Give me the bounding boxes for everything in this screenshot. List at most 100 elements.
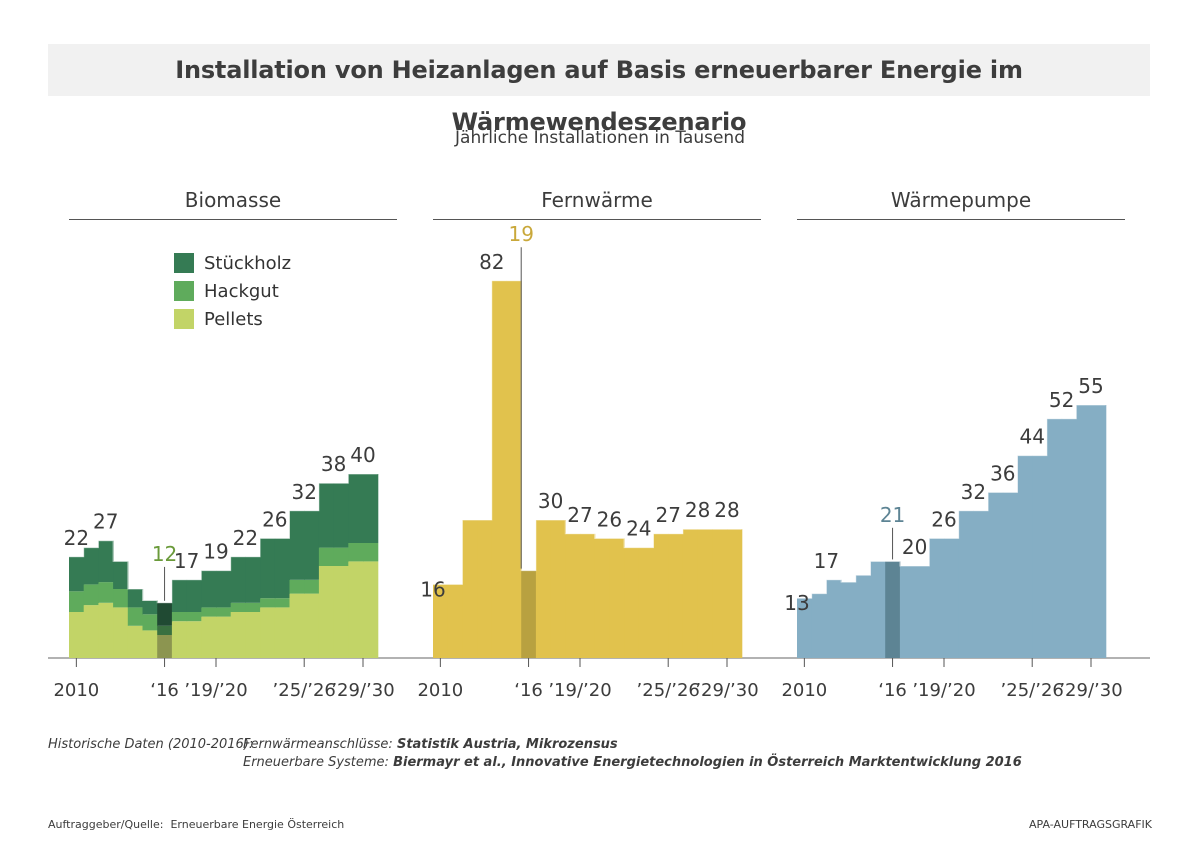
bar-waermepumpe-2017 (899, 566, 916, 658)
bar-fernwaerme-2014 (491, 280, 508, 658)
data-label-waermepumpe-8: 52 (1049, 388, 1074, 412)
legend-swatch-hackgut (174, 281, 194, 301)
tick-label-biomasse-3: ’25/’26 (273, 680, 336, 701)
bar-fernwaerme-2021 (594, 538, 610, 658)
panel-title-fernwaerme: Fernwärme (541, 188, 653, 212)
bar-biomasse-stckholz-2019 (201, 570, 217, 608)
data-label-fernwaerme-8: 28 (685, 498, 710, 522)
footnote-line2-prefix: Erneuerbare Systeme: (243, 755, 389, 770)
data-label-biomasse-4: 19 (203, 540, 228, 564)
tick-label-waermepumpe-3: ’25/’26 (1001, 680, 1064, 701)
bar-biomasse-pellets-2021 (230, 612, 246, 658)
legend-label-pellets: Pellets (204, 308, 263, 330)
footer-source-value: Erneuerbare Energie Österreich (170, 818, 345, 831)
tick-label-waermepumpe-0: 2010 (781, 680, 827, 701)
bar-biomasse-hackgut-2023 (260, 598, 276, 608)
bar-biomasse-pellets-2016 (157, 635, 173, 658)
bar-biomasse-pellets-2017 (171, 621, 188, 658)
bar-biomasse-stckholz-2011 (83, 547, 99, 585)
tick-label-fernwaerme-3: ’25/’26 (637, 680, 700, 701)
bar-fernwaerme-2029 (712, 529, 728, 658)
bar-biomasse-pellets-2030 (363, 561, 379, 658)
bar-waermepumpe-2023 (988, 492, 1004, 658)
footnote-line1-source: Statistik Austria, Mikrozensus (396, 737, 618, 752)
bar-fernwaerme-2018 (550, 520, 566, 658)
footnote-line2: Erneuerbare Systeme: Biermayr et al., In… (243, 755, 1022, 770)
bar-biomasse-stckholz-2012 (98, 540, 114, 583)
data-label-fernwaerme-0: 16 (420, 577, 445, 601)
bar-waermepumpe-2022 (973, 510, 989, 658)
bar-biomasse-hackgut-2025 (289, 579, 305, 594)
tick-label-biomasse-0: 2010 (53, 680, 99, 701)
bar-waermepumpe-2025 (1017, 455, 1033, 658)
chart-title: Installation von Heizanlagen auf Basis e… (175, 56, 1023, 136)
data-label-fernwaerme-9: 28 (714, 498, 739, 522)
bar-biomasse-stckholz-2014 (127, 589, 144, 608)
data-label-waermepumpe-2: 21 (880, 503, 905, 527)
step-outline-biomasse (69, 473, 378, 604)
bar-biomasse-stckholz-2013 (113, 561, 129, 589)
legend: Stückholz Hackgut Pellets (174, 249, 291, 333)
footer-source-label: Auftraggeber/Quelle: (48, 818, 164, 831)
bar-biomasse-stckholz-2026 (304, 510, 320, 580)
data-label-waermepumpe-7: 44 (1019, 425, 1044, 449)
legend-item-pellets: Pellets (174, 305, 291, 333)
bar-biomasse-hackgut-2018 (186, 612, 202, 622)
chart-subtitle: Jährliche Installationen in Tausend (455, 128, 745, 148)
bar-biomasse-pellets-2018 (186, 621, 202, 658)
data-label-waermepumpe-0: 13 (784, 591, 809, 615)
data-label-waermepumpe-6: 36 (990, 461, 1015, 485)
step-outline-waermepumpe (797, 404, 1106, 599)
data-label-waermepumpe-1: 17 (814, 549, 839, 573)
data-label-fernwaerme-3: 30 (538, 489, 563, 513)
legend-label-hackgut: Hackgut (204, 280, 279, 302)
bar-biomasse-stckholz-2029 (348, 474, 364, 543)
bar-fernwaerme-2026 (668, 533, 684, 658)
bar-waermepumpe-2010 (797, 598, 813, 658)
bar-biomasse-pellets-2012 (98, 602, 114, 658)
data-label-fernwaerme-2: 19 (508, 222, 533, 246)
bar-fernwaerme-2019 (565, 533, 581, 658)
bar-biomasse-pellets-2024 (274, 607, 291, 658)
tick-label-biomasse-4: ’29/’30 (331, 680, 394, 701)
data-label-fernwaerme-6: 24 (626, 517, 651, 541)
bar-waermepumpe-2030 (1091, 405, 1107, 658)
bar-waermepumpe-2019 (929, 538, 945, 658)
panel-title-biomasse: Biomasse (184, 188, 282, 212)
bar-biomasse-stckholz-2028 (333, 483, 349, 548)
bar-biomasse-hackgut-2012 (98, 582, 114, 603)
bar-biomasse-pellets-2015 (142, 630, 158, 658)
data-label-fernwaerme-5: 26 (597, 507, 622, 531)
legend-swatch-pellets (174, 309, 194, 329)
data-label-waermepumpe-9: 55 (1078, 374, 1103, 398)
data-label-biomasse-0: 22 (64, 526, 89, 550)
bar-waermepumpe-2012 (826, 579, 842, 658)
bar-biomasse-hackgut-2020 (216, 607, 232, 617)
bar-fernwaerme-2030 (727, 529, 743, 658)
footer-credit: APA-AUFTRAGSGRAFIK (1029, 818, 1152, 831)
bar-biomasse-hackgut-2022 (245, 602, 261, 612)
legend-swatch-stueckholz (174, 253, 194, 273)
bar-biomasse-stckholz-2023 (260, 538, 276, 599)
bar-fernwaerme-2010 (433, 584, 449, 658)
data-label-biomasse-1: 27 (93, 510, 118, 534)
tick-label-waermepumpe-4: ’29/’30 (1059, 680, 1122, 701)
title-bar: Installation von Heizanlagen auf Basis e… (48, 44, 1150, 136)
bar-biomasse-stckholz-2017 (171, 579, 188, 612)
bar-waermepumpe-2014 (855, 575, 872, 658)
bar-biomasse-pellets-2011 (83, 605, 99, 658)
bar-fernwaerme-2015 (506, 280, 522, 658)
bar-waermepumpe-2028 (1061, 418, 1077, 658)
bar-waermepumpe-2021 (958, 510, 974, 658)
bar-fernwaerme-2025 (653, 533, 669, 658)
bar-waermepumpe-2013 (841, 582, 857, 658)
bar-biomasse-pellets-2027 (318, 566, 335, 658)
bar-fernwaerme-2013 (477, 520, 493, 658)
bar-fernwaerme-2028 (697, 529, 713, 658)
tick-label-fernwaerme-0: 2010 (417, 680, 463, 701)
bar-waermepumpe-2029 (1076, 405, 1092, 658)
footnote-line1-prefix: Fernwärmeanschlüsse: (243, 737, 393, 752)
bar-waermepumpe-2015 (870, 561, 886, 658)
bar-biomasse-hackgut-2016 (157, 625, 173, 635)
